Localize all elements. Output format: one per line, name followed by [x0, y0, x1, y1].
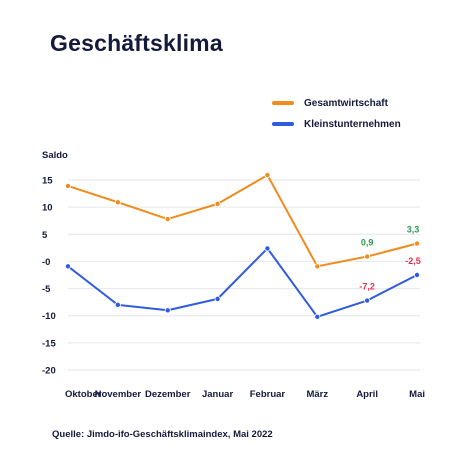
legend: Gesamtwirtschaft Kleinstunternehmen [272, 94, 401, 136]
y-tick-label: -10 [42, 311, 56, 322]
data-point [214, 295, 221, 302]
legend-label-gesamtwirtschaft: Gesamtwirtschaft [304, 97, 388, 109]
data-point [114, 199, 121, 206]
legend-swatch-kleinstunternehmen [272, 122, 294, 126]
data-point [65, 182, 72, 189]
data-point [65, 263, 72, 270]
x-tick-label: April [356, 389, 378, 400]
chart-title: Geschäftsklima [50, 30, 223, 56]
legend-swatch-gesamtwirtschaft [272, 101, 294, 105]
data-point [314, 313, 321, 320]
series-line-0 [67, 174, 418, 268]
source-note: Quelle: Jimdo-ifo-Geschäftsklimaindex, M… [52, 429, 273, 440]
y-tick-label: -15 [42, 338, 56, 349]
legend-item-kleinstunternehmen: Kleinstunternehmen [272, 115, 401, 133]
y-axis-label: Saldo [42, 150, 68, 161]
data-label: 3,3 [407, 225, 420, 235]
data-point [114, 301, 121, 308]
x-tick-label: Mai [409, 389, 425, 400]
x-tick-label: Dezember [145, 389, 191, 400]
data-point [264, 172, 271, 179]
data-label: -7,2 [359, 282, 375, 292]
y-tick-label: -0 [42, 257, 50, 268]
x-tick-label: November [95, 389, 142, 400]
x-tick-label: März [306, 389, 328, 400]
y-tick-label: -20 [42, 366, 56, 377]
y-tick-label: 10 [42, 203, 53, 214]
data-point [413, 271, 420, 278]
y-tick-label: 15 [42, 176, 53, 187]
data-point [164, 307, 171, 314]
data-point [364, 253, 371, 260]
y-tick-label: -5 [42, 284, 51, 295]
data-point [164, 216, 171, 223]
data-point [214, 200, 221, 207]
data-point [314, 263, 321, 270]
legend-label-kleinstunternehmen: Kleinstunternehmen [304, 118, 401, 130]
data-point [264, 245, 271, 252]
data-label: 0,9 [361, 238, 374, 248]
data-point [364, 297, 371, 304]
data-point [413, 240, 420, 247]
data-label: -2,5 [405, 256, 421, 266]
x-tick-label: Februar [250, 389, 286, 400]
series-line-1 [67, 247, 418, 318]
legend-item-gesamtwirtschaft: Gesamtwirtschaft [272, 94, 401, 112]
y-tick-label: 5 [42, 230, 48, 241]
x-tick-label: Oktober [65, 389, 102, 400]
x-tick-label: Januar [202, 389, 233, 400]
